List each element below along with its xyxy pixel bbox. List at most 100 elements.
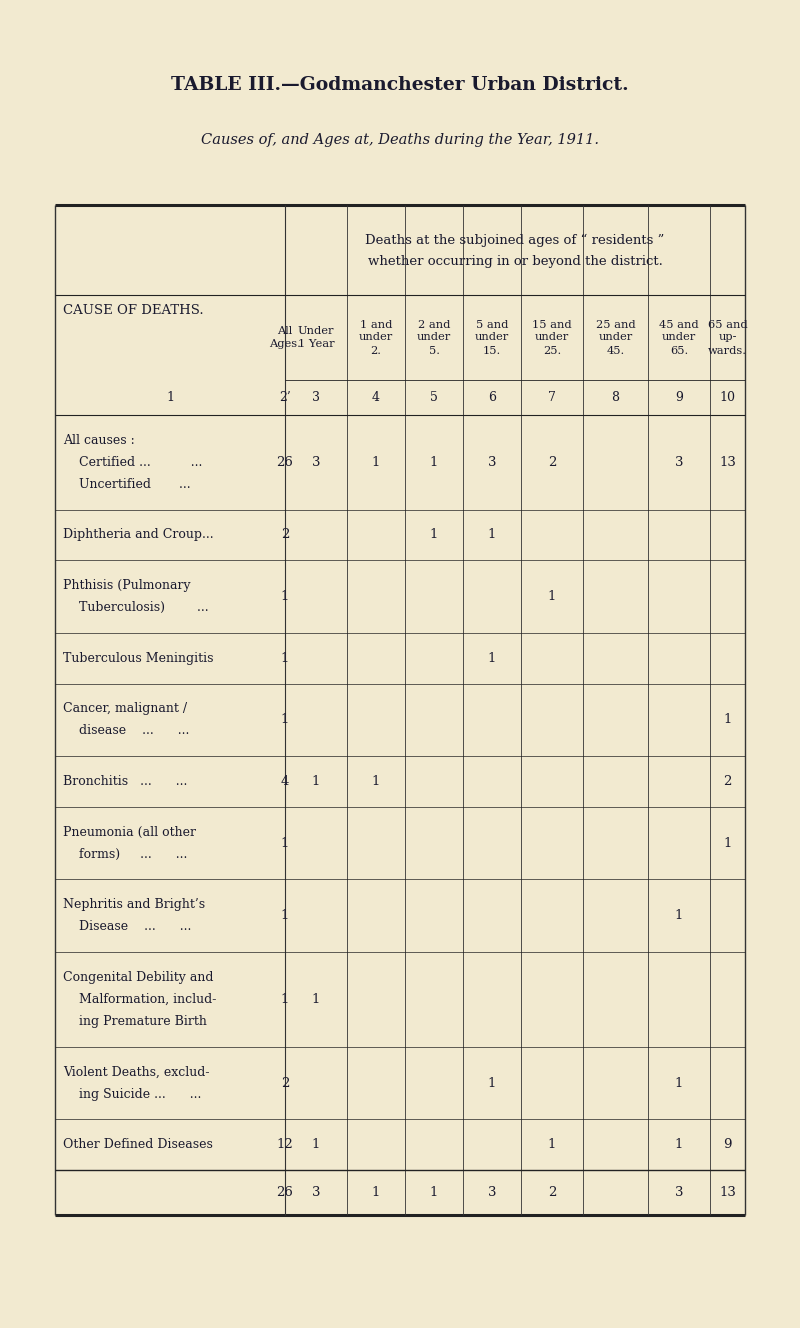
Text: 10: 10 (719, 390, 735, 404)
Text: Cancer, malignant /: Cancer, malignant / (63, 703, 187, 716)
Text: 1: 1 (675, 1077, 683, 1089)
Text: 1: 1 (430, 456, 438, 469)
Text: Diphtheria and Croup...: Diphtheria and Croup... (63, 529, 214, 542)
Text: 1: 1 (488, 1077, 496, 1089)
Text: 1: 1 (281, 993, 289, 1005)
Text: 5.: 5. (429, 345, 439, 356)
Text: 3: 3 (312, 456, 320, 469)
Text: 4: 4 (281, 776, 289, 788)
Text: 1: 1 (548, 590, 556, 603)
Text: 1: 1 (488, 529, 496, 542)
Text: Bronchitis   ...      ...: Bronchitis ... ... (63, 776, 187, 788)
Text: ing Suicide ...      ...: ing Suicide ... ... (63, 1088, 202, 1101)
Text: 26: 26 (277, 1186, 294, 1199)
Text: Phthisis (Pulmonary: Phthisis (Pulmonary (63, 579, 190, 592)
Text: disease    ...      ...: disease ... ... (63, 724, 190, 737)
Text: 1 and: 1 and (360, 320, 392, 329)
Text: 1: 1 (372, 1186, 380, 1199)
Text: 1: 1 (281, 837, 289, 850)
Text: 1: 1 (488, 652, 496, 665)
Text: 5: 5 (430, 390, 438, 404)
Text: 8: 8 (611, 390, 619, 404)
Text: Certified ...          ...: Certified ... ... (63, 456, 202, 469)
Text: 7: 7 (548, 390, 556, 404)
Text: CAUSE OF DEATHS.: CAUSE OF DEATHS. (63, 304, 204, 316)
Text: 15 and: 15 and (532, 320, 572, 329)
Text: 15.: 15. (483, 345, 501, 356)
Text: 1: 1 (430, 529, 438, 542)
Text: 45.: 45. (606, 345, 625, 356)
Text: 3: 3 (674, 1186, 683, 1199)
Text: Uncertified       ...: Uncertified ... (63, 478, 190, 491)
Text: 1: 1 (281, 910, 289, 922)
Text: 1 Year: 1 Year (298, 339, 334, 349)
Text: 1: 1 (312, 776, 320, 788)
Text: 65 and: 65 and (708, 320, 747, 329)
Text: All: All (278, 325, 293, 336)
Text: 1: 1 (281, 590, 289, 603)
Text: ing Premature Birth: ing Premature Birth (63, 1015, 207, 1028)
Text: 2 and: 2 and (418, 320, 450, 329)
Text: 2’: 2’ (279, 390, 291, 404)
Text: 45 and: 45 and (659, 320, 699, 329)
Text: forms)     ...      ...: forms) ... ... (63, 847, 187, 861)
Text: 6: 6 (488, 390, 496, 404)
Text: Deaths at the subjoined ages of “ residents ”: Deaths at the subjoined ages of “ reside… (366, 234, 665, 247)
Text: 1: 1 (372, 456, 380, 469)
Text: 65.: 65. (670, 345, 688, 356)
Text: 1: 1 (281, 713, 289, 726)
Text: 3: 3 (312, 1186, 320, 1199)
Text: 3: 3 (674, 456, 683, 469)
Text: 1: 1 (430, 1186, 438, 1199)
Text: Causes of, and Ages at, Deaths during the Year, 1911.: Causes of, and Ages at, Deaths during th… (201, 133, 599, 147)
Text: 13: 13 (719, 456, 736, 469)
Text: 1: 1 (723, 713, 732, 726)
Text: 1: 1 (166, 390, 174, 404)
Text: under: under (417, 332, 451, 343)
Text: Tuberculosis)        ...: Tuberculosis) ... (63, 602, 209, 614)
Text: Disease    ...      ...: Disease ... ... (63, 920, 191, 934)
Text: 9: 9 (675, 390, 683, 404)
Text: 26: 26 (277, 456, 294, 469)
Text: 12: 12 (277, 1138, 294, 1151)
Text: Malformation, includ-: Malformation, includ- (63, 993, 216, 1005)
Text: 13: 13 (719, 1186, 736, 1199)
Text: 5 and: 5 and (476, 320, 508, 329)
Text: 25 and: 25 and (596, 320, 635, 329)
Text: 2: 2 (548, 456, 556, 469)
Text: under: under (359, 332, 393, 343)
Text: under: under (475, 332, 509, 343)
Text: 1: 1 (372, 776, 380, 788)
Text: 2: 2 (281, 529, 289, 542)
Text: 2: 2 (723, 776, 732, 788)
Text: 1: 1 (312, 993, 320, 1005)
Text: 4: 4 (372, 390, 380, 404)
Text: 1: 1 (548, 1138, 556, 1151)
Text: wards.: wards. (708, 345, 747, 356)
Text: 1: 1 (281, 652, 289, 665)
Text: Congenital Debility and: Congenital Debility and (63, 971, 214, 984)
Text: 9: 9 (723, 1138, 732, 1151)
Text: Under: Under (298, 325, 334, 336)
Text: 3: 3 (312, 390, 320, 404)
Text: up-: up- (718, 332, 737, 343)
Text: 3: 3 (488, 1186, 496, 1199)
Text: 1: 1 (675, 1138, 683, 1151)
Text: 2: 2 (548, 1186, 556, 1199)
Text: 1: 1 (675, 910, 683, 922)
Text: Violent Deaths, exclud-: Violent Deaths, exclud- (63, 1065, 210, 1078)
Text: under: under (535, 332, 569, 343)
Text: TABLE III.—Godmanchester Urban District.: TABLE III.—Godmanchester Urban District. (171, 76, 629, 94)
Text: 2.: 2. (370, 345, 382, 356)
Text: Tuberculous Meningitis: Tuberculous Meningitis (63, 652, 214, 665)
Text: whether occurring in or beyond the district.: whether occurring in or beyond the distr… (367, 255, 662, 268)
Text: All causes :: All causes : (63, 434, 134, 446)
Text: under: under (662, 332, 696, 343)
Text: Nephritis and Bright’s: Nephritis and Bright’s (63, 898, 205, 911)
Text: 25.: 25. (543, 345, 561, 356)
Text: 1: 1 (312, 1138, 320, 1151)
Text: Pneumonia (all other: Pneumonia (all other (63, 826, 196, 838)
Text: 1: 1 (723, 837, 732, 850)
Text: Other Defined Diseases: Other Defined Diseases (63, 1138, 213, 1151)
Text: under: under (598, 332, 633, 343)
